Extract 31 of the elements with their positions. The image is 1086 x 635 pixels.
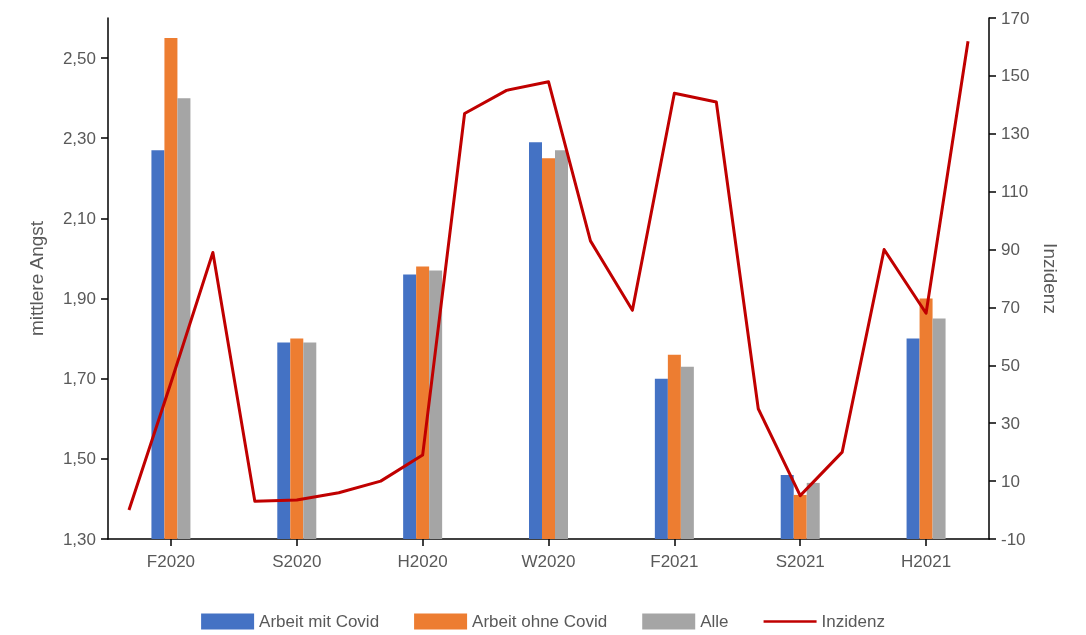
x-tick-label: S2021 bbox=[775, 552, 825, 571]
x-tick-label: S2020 bbox=[272, 552, 322, 571]
x-tick-label: W2020 bbox=[521, 552, 576, 571]
y-tick-label: 2,10 bbox=[62, 208, 96, 228]
y2-tick-label: 70 bbox=[1001, 297, 1020, 317]
x-tick-label: H2020 bbox=[397, 552, 448, 571]
y2-axis-title: Inzidenz bbox=[1040, 243, 1061, 314]
y2-tick-label: 50 bbox=[1001, 355, 1020, 375]
legend-label: Arbeit ohne Covid bbox=[472, 612, 608, 631]
y-tick-label: 1,70 bbox=[62, 369, 96, 389]
x-tick-label: H2021 bbox=[901, 552, 952, 571]
line-series bbox=[127, 39, 970, 512]
y2-tick-label: 130 bbox=[1001, 124, 1030, 144]
y-axis-title: mittlere Angst bbox=[26, 220, 47, 337]
y-tick-label: 2,50 bbox=[62, 48, 96, 68]
y-tick-label: 1,90 bbox=[62, 289, 96, 309]
x-tick-label: F2020 bbox=[146, 552, 196, 571]
legend-label: Alle bbox=[700, 612, 729, 631]
y2-tick-label: 170 bbox=[1001, 8, 1030, 28]
y2-tick-label: -10 bbox=[1001, 529, 1026, 549]
y-tick-label: 2,30 bbox=[62, 128, 96, 148]
y2-tick-label: 10 bbox=[1001, 471, 1020, 491]
y-tick-label: 1,30 bbox=[62, 529, 96, 549]
x-tick-label: F2021 bbox=[650, 552, 699, 571]
legend-label: Inzidenz bbox=[821, 612, 885, 631]
y2-tick-label: 110 bbox=[1001, 182, 1029, 202]
y-tick-label: 1,50 bbox=[62, 449, 96, 469]
y2-tick-label: 150 bbox=[1001, 66, 1030, 86]
y2-tick-label: 90 bbox=[1001, 240, 1020, 260]
y2-tick-label: 30 bbox=[1001, 413, 1020, 433]
legend-label: Arbeit mit Covid bbox=[259, 612, 380, 631]
